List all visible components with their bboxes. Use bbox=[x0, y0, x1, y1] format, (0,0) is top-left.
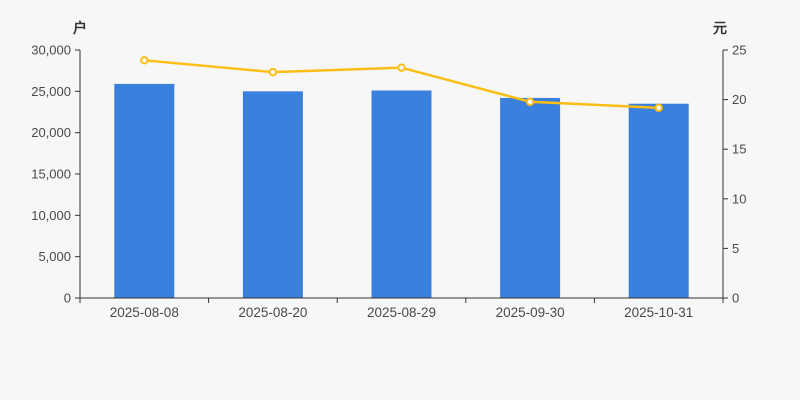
bar[interactable] bbox=[500, 97, 561, 299]
left-axis-unit-label: 户 bbox=[73, 20, 87, 36]
x-axis-category-label: 2025-10-31 bbox=[624, 305, 693, 320]
right-axis-unit-label: 元 bbox=[713, 20, 727, 36]
left-axis-tick-label: 25,000 bbox=[31, 84, 71, 99]
left-axis-tick-label: 20,000 bbox=[31, 125, 71, 140]
left-axis-tick-label: 5,000 bbox=[38, 249, 71, 264]
left-axis-tick-label: 30,000 bbox=[31, 43, 71, 58]
x-axis-category-label: 2025-08-29 bbox=[367, 305, 436, 320]
line-point-marker[interactable] bbox=[397, 63, 406, 72]
right-axis-tick-label: 0 bbox=[732, 291, 739, 306]
right-axis-tick-label: 15 bbox=[732, 142, 746, 157]
x-axis-category-label: 2025-09-30 bbox=[496, 305, 565, 320]
left-axis-tick-label: 15,000 bbox=[31, 167, 71, 182]
line-point-marker[interactable] bbox=[268, 67, 278, 77]
right-axis-tick-label: 20 bbox=[732, 92, 746, 107]
x-axis-category-label: 2025-08-08 bbox=[110, 305, 179, 320]
right-axis-tick-label: 25 bbox=[732, 43, 746, 58]
line-point-marker[interactable] bbox=[140, 56, 149, 65]
bar[interactable] bbox=[628, 103, 689, 298]
left-axis-tick-label: 10,000 bbox=[31, 208, 71, 223]
right-axis-tick-label: 5 bbox=[732, 241, 739, 256]
bar[interactable] bbox=[371, 90, 432, 298]
line-point-marker[interactable] bbox=[654, 103, 663, 113]
right-axis-tick-label: 10 bbox=[732, 191, 746, 206]
line-point-marker[interactable] bbox=[525, 97, 535, 106]
bar[interactable] bbox=[114, 83, 175, 298]
left-axis-tick-label: 0 bbox=[64, 291, 71, 306]
x-axis-category-label: 2025-08-20 bbox=[238, 305, 307, 320]
bar[interactable] bbox=[242, 91, 303, 298]
